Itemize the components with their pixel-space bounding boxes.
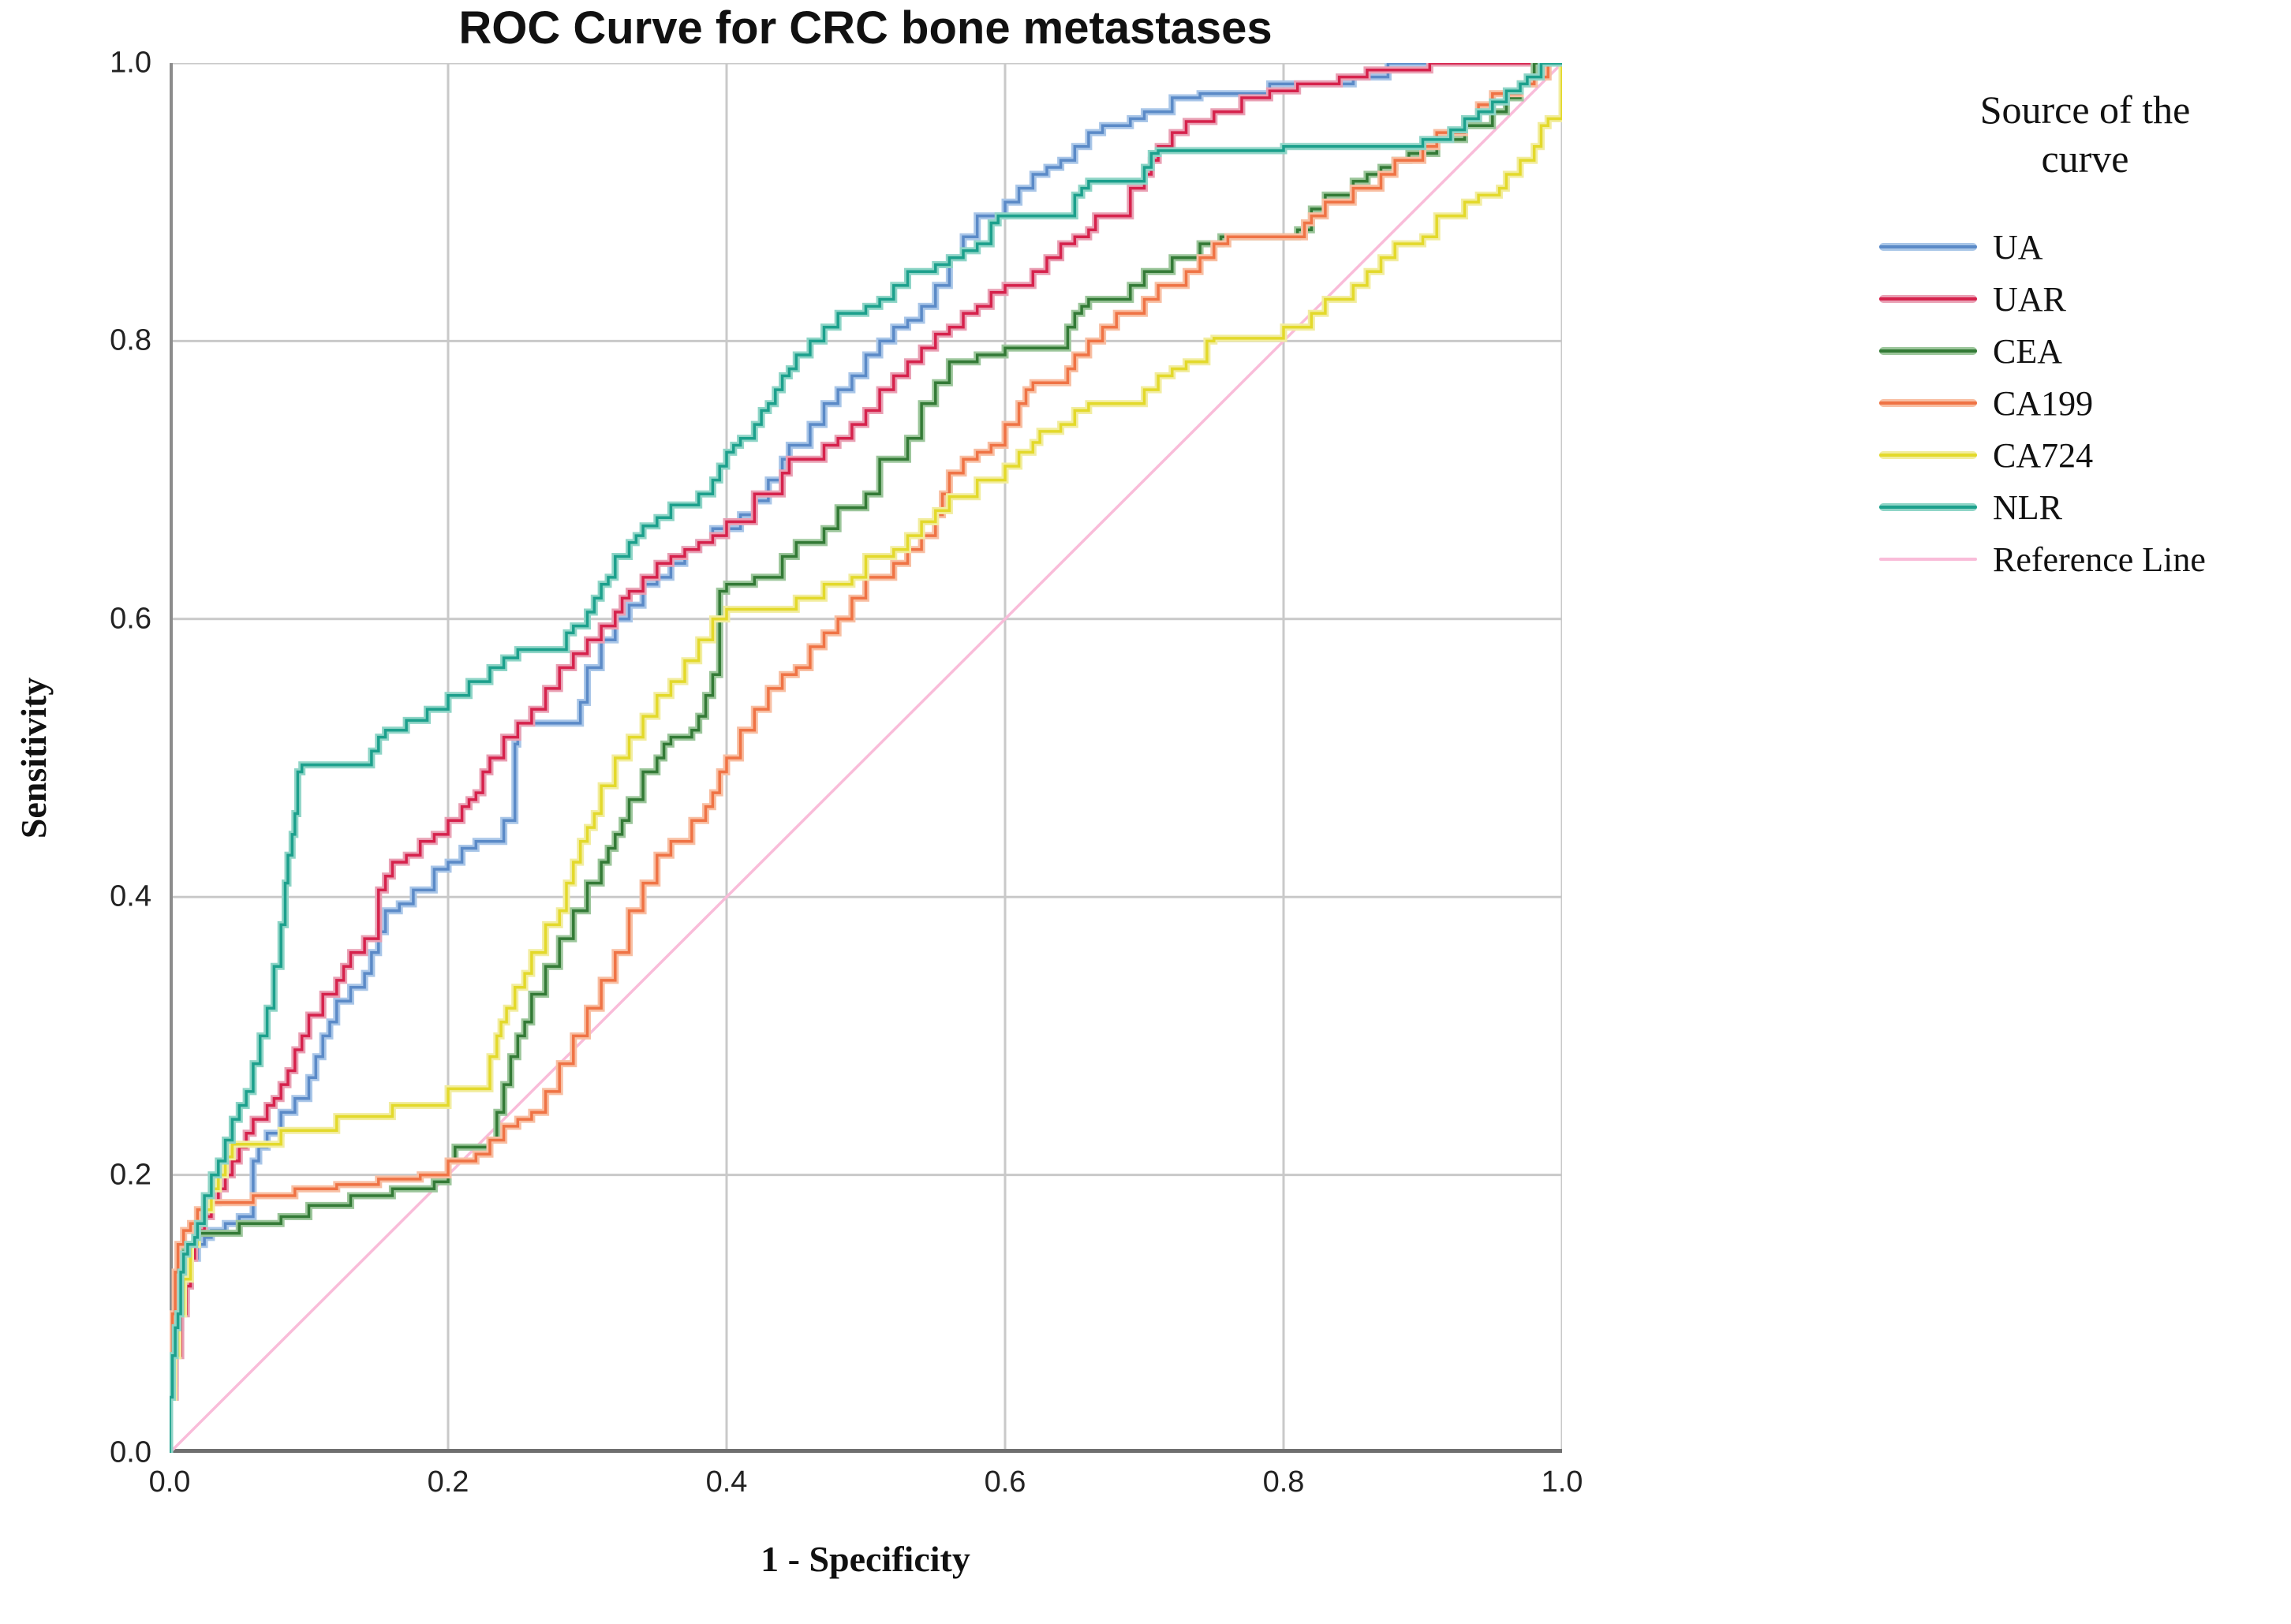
legend-title-line: Source of the bbox=[1979, 88, 2191, 132]
legend-swatch bbox=[1879, 346, 1977, 356]
legend-item-ca724: CA724 bbox=[1879, 429, 2291, 481]
legend-item-label: CEA bbox=[1993, 331, 2062, 371]
legend-item-nlr: NLR bbox=[1879, 481, 2291, 533]
roc-curve-nlr bbox=[170, 63, 1562, 1453]
x-tick-label: 0.8 bbox=[1262, 1465, 1305, 1499]
roc-plot bbox=[170, 63, 1562, 1453]
y-tick-label: 1.0 bbox=[110, 46, 151, 80]
legend-title-line: curve bbox=[2041, 136, 2129, 181]
y-tick-label: 0.4 bbox=[110, 879, 151, 913]
legend-swatch bbox=[1879, 242, 1977, 252]
y-tick-label: 0.6 bbox=[110, 602, 151, 636]
roc-curve-reference-line bbox=[170, 63, 1562, 1453]
x-tick-label: 1.0 bbox=[1541, 1465, 1583, 1499]
y-tick-label: 0.2 bbox=[110, 1158, 151, 1192]
roc-curve-uar bbox=[170, 63, 1562, 1453]
legend-item-ca199: CA199 bbox=[1879, 377, 2291, 429]
chart-title: ROC Curve for CRC bone metastases bbox=[458, 2, 1273, 54]
roc-curve-ca724 bbox=[170, 63, 1562, 1453]
legend-item-ua: UA bbox=[1879, 221, 2291, 273]
legend-item-label: Reference Line bbox=[1993, 539, 2206, 579]
legend-swatch bbox=[1879, 554, 1977, 564]
x-tick-label: 0.4 bbox=[705, 1465, 748, 1499]
legend-item-cea: CEA bbox=[1879, 325, 2291, 377]
x-tick-label: 0.6 bbox=[984, 1465, 1026, 1499]
legend-item-label: UA bbox=[1993, 227, 2043, 267]
y-tick-label: 0.8 bbox=[110, 323, 151, 357]
legend-title: Source of the curve bbox=[1879, 85, 2291, 183]
y-tick-label: 0.0 bbox=[110, 1435, 151, 1469]
legend-swatch bbox=[1879, 294, 1977, 304]
legend-swatch bbox=[1879, 450, 1977, 460]
legend-items: UA UAR CEA CA199 CA724 NLR bbox=[1879, 221, 2291, 585]
legend: Source of the curve UA UAR CEA CA199 bbox=[1879, 85, 2291, 585]
x-axis-title: 1 - Specificity bbox=[761, 1539, 970, 1579]
legend-swatch bbox=[1879, 502, 1977, 512]
y-axis-title: Sensitivity bbox=[13, 677, 54, 839]
legend-item-uar: UAR bbox=[1879, 273, 2291, 325]
x-tick-label: 0.0 bbox=[148, 1465, 191, 1499]
x-tick-label: 0.2 bbox=[427, 1465, 469, 1499]
legend-item-reference-line: Reference Line bbox=[1879, 533, 2291, 585]
legend-item-label: CA199 bbox=[1993, 383, 2094, 423]
legend-item-label: NLR bbox=[1993, 487, 2062, 527]
legend-item-label: CA724 bbox=[1993, 435, 2094, 475]
legend-item-label: UAR bbox=[1993, 279, 2066, 319]
legend-swatch bbox=[1879, 398, 1977, 408]
roc-curve-ca199 bbox=[170, 63, 1562, 1453]
